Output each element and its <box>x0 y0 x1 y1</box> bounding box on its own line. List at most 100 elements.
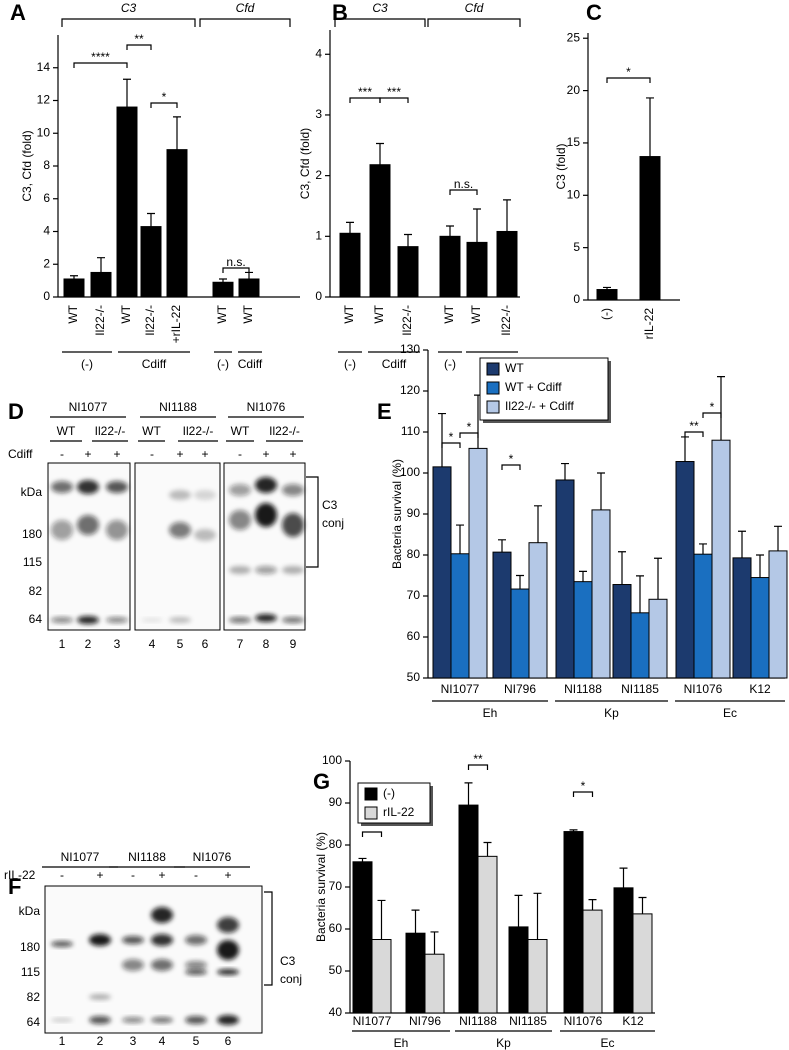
blot-band <box>169 490 191 500</box>
x-tick-label: WT <box>241 304 255 323</box>
error-bar <box>483 841 492 857</box>
error-bar <box>173 116 181 150</box>
error-bar <box>245 271 253 279</box>
blot-band <box>282 566 304 574</box>
blot-band <box>255 477 277 493</box>
y-tick-label: 70 <box>329 879 343 893</box>
bar <box>90 271 112 298</box>
blot-band <box>151 907 173 923</box>
bar <box>140 226 162 298</box>
legend-swatch <box>364 806 378 820</box>
legend-label: WT <box>505 361 524 375</box>
bar <box>477 855 498 1014</box>
bar <box>555 479 575 679</box>
lane-number: 2 <box>85 637 92 651</box>
y-tick-label: 8 <box>43 158 50 172</box>
marker-label: 180 <box>22 527 42 541</box>
blot-band <box>106 481 128 493</box>
x-tick-label: WT <box>119 304 133 323</box>
blot-band <box>51 941 73 947</box>
error-bar <box>603 286 611 290</box>
genotype-label: WT <box>57 424 76 438</box>
group-label: Cdiff <box>238 357 263 371</box>
significance-label: * <box>581 779 586 793</box>
error-bar <box>638 896 647 914</box>
conjugate-bracket <box>306 476 319 568</box>
bar <box>450 553 470 679</box>
significance-bracket <box>361 831 383 837</box>
y-tick-label: 130 <box>400 342 420 356</box>
error-bar <box>346 221 354 234</box>
error-bar <box>219 278 227 283</box>
bar <box>397 246 419 298</box>
error-bar <box>498 539 506 553</box>
y-tick-label: 2 <box>43 256 50 270</box>
error-bar <box>717 376 725 441</box>
blot-band <box>282 617 304 623</box>
y-tick-label: 4 <box>43 224 50 238</box>
bar <box>508 926 529 1014</box>
error-bar <box>569 829 578 832</box>
bar <box>466 241 488 298</box>
x-tick-label: WT <box>215 304 229 323</box>
bar <box>711 439 731 679</box>
error-bar <box>123 78 131 108</box>
gene-label: C3 <box>372 1 388 15</box>
treatment-sign: + <box>176 447 183 461</box>
y-tick-label: 2 <box>315 168 322 182</box>
lane-number: 4 <box>159 1034 166 1048</box>
y-tick-label: 100 <box>322 753 342 767</box>
significance-label: *** <box>358 85 372 99</box>
bar <box>527 939 548 1014</box>
blot-band <box>255 503 277 527</box>
x-tick-label: NI796 <box>504 682 536 696</box>
legend-swatch <box>486 362 500 376</box>
treatment-sign: + <box>158 868 165 882</box>
gene-bracket <box>334 18 426 27</box>
strain-label: NI1076 <box>193 850 232 864</box>
error-bar <box>774 525 782 551</box>
significance-label: ** <box>689 419 699 433</box>
x-tick-label: NI1188 <box>459 1014 497 1028</box>
significance-label: * <box>626 65 631 79</box>
bar <box>510 588 530 679</box>
blot-band <box>77 515 99 535</box>
blot-band <box>141 618 163 622</box>
blot-band <box>51 520 73 540</box>
x-tick-label: (-) <box>599 308 613 320</box>
blot-band <box>151 934 173 946</box>
y-tick-label: 120 <box>400 383 420 397</box>
error-bar <box>70 275 78 279</box>
blot-frame <box>134 462 221 631</box>
blot-band <box>151 1017 173 1023</box>
x-tick-label: WT <box>66 304 80 323</box>
error-bar <box>147 212 155 227</box>
blot-band <box>106 520 128 540</box>
genotype-label: WT <box>231 424 250 438</box>
x-tick-label: Il22-/- <box>143 305 157 336</box>
bar <box>732 557 752 679</box>
significance-bracket <box>379 97 409 103</box>
error-bar <box>618 551 626 585</box>
bar <box>632 913 653 1014</box>
group-label: Eh <box>394 1036 409 1050</box>
y-tick-label: 60 <box>407 629 421 643</box>
group-label: Kp <box>604 706 619 720</box>
strain-label: NI1076 <box>247 400 286 414</box>
group-label: (-) <box>217 357 229 371</box>
bar <box>458 804 479 1014</box>
y-tick-label: 0 <box>573 292 580 306</box>
x-tick-label: WT <box>442 304 456 323</box>
bar <box>369 164 391 298</box>
blot-band <box>122 959 144 971</box>
blot-band <box>282 513 304 537</box>
panel-letter: G <box>313 769 330 794</box>
bar <box>596 289 618 301</box>
error-bar <box>473 208 481 243</box>
error-bar <box>430 931 439 955</box>
marker-label: 180 <box>20 940 40 954</box>
bar <box>439 235 461 298</box>
blot-band <box>217 1015 239 1025</box>
gene-label: C3 <box>121 1 137 15</box>
